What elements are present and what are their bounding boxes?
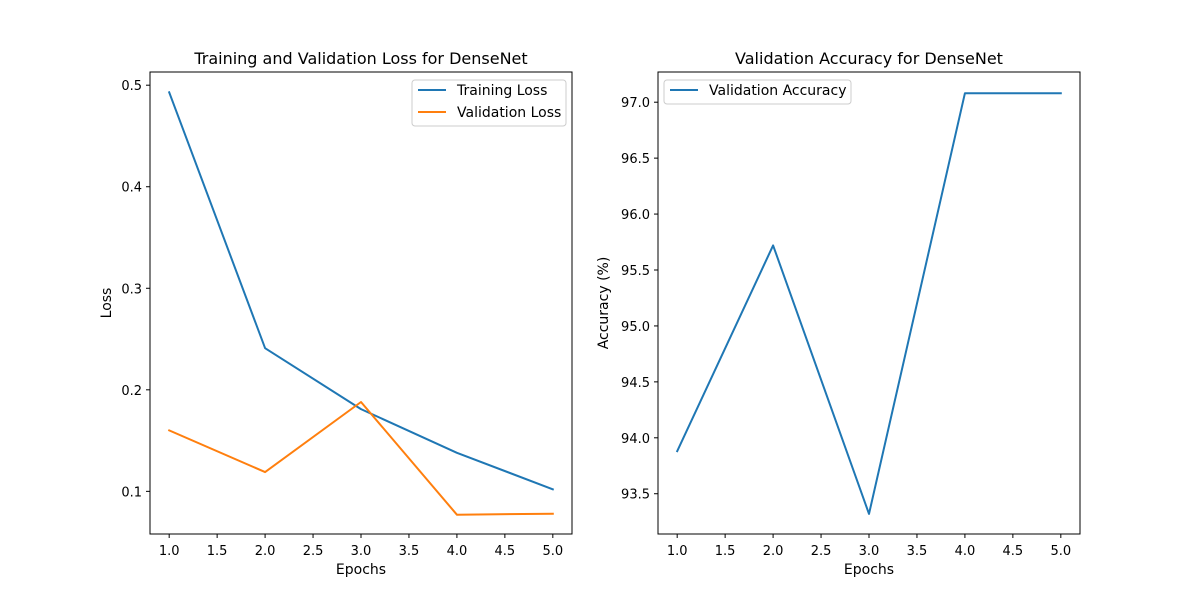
- accuracy-chart-title: Validation Accuracy for DenseNet: [735, 49, 1003, 68]
- accuracy-y-tick-label: 94.0: [621, 432, 650, 447]
- loss-x-tick-label: 2.0: [255, 544, 276, 559]
- loss-chart-x-axis-label: Epochs: [336, 562, 386, 578]
- loss-x-tick-label: 1.5: [207, 544, 228, 559]
- series-line-validation-loss: [167, 401, 554, 516]
- accuracy-y-tick-label: 95.5: [621, 264, 650, 279]
- loss-x-tick-label: 1.0: [159, 544, 180, 559]
- loss-x-tick-label: 5.0: [542, 544, 563, 559]
- loss-legend-box: [411, 79, 567, 127]
- loss-x-tick-label: 4.5: [495, 544, 516, 559]
- accuracy-y-tick-label: 95.0: [621, 320, 650, 335]
- accuracy-x-tick-label: 5.0: [1050, 544, 1071, 559]
- accuracy-chart-ticks: 1.0 1.5 2.0 2.5 3.0 3.5 4.0 4.5 5.0 93.5 94.0 94.5 9…: [621, 96, 1071, 559]
- loss-chart-legend: Training Loss Validation Loss: [411, 79, 567, 127]
- loss-x-tick-label: 3.5: [399, 544, 420, 559]
- accuracy-chart-legend: Validation Accuracy: [663, 79, 852, 105]
- accuracy-y-tick-label: 94.5: [621, 376, 650, 391]
- loss-chart-ticks: 1.0 1.5 2.0 2.5 3.0 3.5 4.0 4.5 5.0 0.1 0.2 0.3 0.4 0…: [121, 79, 563, 559]
- loss-y-tick-label: 0.1: [121, 485, 142, 500]
- legend-label-training-loss: Training Loss: [456, 83, 547, 99]
- loss-y-tick-label: 0.4: [121, 181, 142, 196]
- loss-x-tick-label: 2.5: [303, 544, 324, 559]
- accuracy-x-tick-label: 3.0: [859, 544, 880, 559]
- loss-chart: Training and Validation Loss for DenseNe…: [99, 49, 573, 578]
- accuracy-chart-x-axis-label: Epochs: [844, 562, 894, 578]
- legend-label-validation-loss: Validation Loss: [457, 105, 561, 121]
- accuracy-x-tick-label: 4.5: [1003, 544, 1024, 559]
- loss-chart-marks: [167, 91, 555, 516]
- accuracy-x-tick-label: 1.0: [667, 544, 688, 559]
- loss-y-tick-label: 0.2: [121, 384, 142, 399]
- loss-x-tick-label: 4.0: [447, 544, 468, 559]
- series-line-training-loss: [167, 91, 555, 491]
- legend-label-validation-accuracy: Validation Accuracy: [709, 83, 847, 99]
- accuracy-y-tick-label: 93.5: [621, 488, 650, 503]
- loss-y-tick-label: 0.3: [121, 282, 142, 297]
- loss-x-tick-label: 3.0: [351, 544, 372, 559]
- accuracy-chart-marks: [675, 92, 1062, 515]
- loss-y-tick-label: 0.5: [121, 79, 142, 94]
- accuracy-y-tick-label: 96.0: [621, 208, 650, 223]
- accuracy-x-tick-label: 2.0: [763, 544, 784, 559]
- accuracy-legend-box: [663, 79, 852, 105]
- accuracy-x-tick-label: 2.5: [811, 544, 832, 559]
- accuracy-chart: Validation Accuracy for DenseNet 1.0 1.5 2…: [596, 49, 1081, 578]
- accuracy-x-tick-label: 1.5: [715, 544, 736, 559]
- accuracy-y-tick-label: 97.0: [621, 96, 650, 111]
- loss-chart-title: Training and Validation Loss for DenseNe…: [193, 49, 527, 68]
- loss-chart-y-axis-label: Loss: [99, 288, 115, 319]
- accuracy-x-tick-label: 3.5: [907, 544, 928, 559]
- accuracy-x-tick-label: 4.0: [955, 544, 976, 559]
- accuracy-y-tick-label: 96.5: [621, 152, 650, 167]
- series-line-validation-accuracy: [675, 92, 1062, 515]
- accuracy-chart-y-axis-label: Accuracy (%): [596, 257, 612, 350]
